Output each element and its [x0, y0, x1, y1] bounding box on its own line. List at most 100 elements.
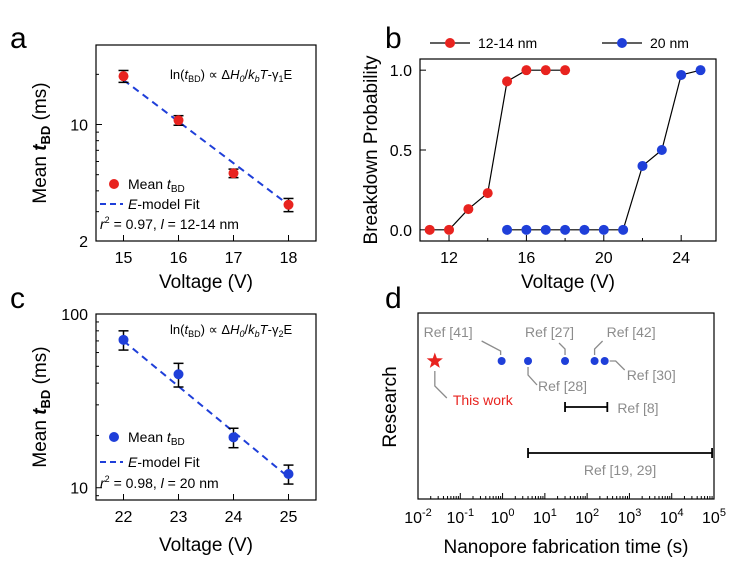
legend-label-fit: E-model Fit [128, 196, 200, 212]
data-point [173, 115, 184, 126]
legend-label-mean-tbd: Mean tBD [128, 176, 185, 195]
ref-label: Ref [30] [627, 367, 676, 383]
y-tick-label: 10 [70, 118, 88, 135]
series-point-1 [560, 224, 571, 235]
data-point [283, 468, 294, 479]
ref-label: Ref [28] [538, 378, 587, 394]
series-point-0 [521, 65, 532, 76]
panel-label-a: a [10, 22, 27, 55]
ref-leader [558, 342, 566, 355]
panel-d-ticks: 10-2 10-1 100 101 102 103 104 105 [404, 493, 726, 527]
series-point-1 [656, 145, 667, 155]
panel-c-xlabel: Voltage (V) [159, 535, 253, 556]
panel-c-equation: ln(tBD) ∝ ΔH0/kbT-γ2E [170, 322, 292, 339]
ref-leader [593, 340, 604, 355]
data-point [173, 369, 184, 380]
panel-d-chart: 10-2 10-1 100 101 102 103 104 105 This work Ref … [380, 312, 726, 558]
y-tick-label: 0.5 [390, 143, 412, 160]
panel-a-equation: ln(tBD) ∝ ΔH0/kbT-γ1E [170, 67, 292, 84]
panel-c-annotation: r2 = 0.98, l = 20 nm [100, 474, 219, 491]
panel-b-legend: 12-14 nm 20 nm [430, 35, 689, 51]
panel-c-frame [95, 313, 317, 501]
y-tick-label: 100 [61, 307, 88, 324]
data-point [118, 71, 129, 82]
panel-d-xlabel: Nanopore fabrication time (s) [444, 537, 689, 558]
series-point-1 [618, 224, 629, 235]
panel-a-ylabel: Mean tBD (ms) [30, 82, 53, 203]
ref-point [590, 357, 599, 365]
this-work-label: This work [453, 392, 514, 408]
legend-marker-12-14nm [445, 38, 455, 48]
legend-marker-mean-tbd [109, 179, 119, 189]
panel-b-chart: 12 16 20 24 0.0 0.5 1.0 Voltage (V) Breakdown … [361, 35, 717, 293]
x-tick-label: 103 [617, 507, 641, 527]
x-tick-label: 22 [115, 509, 133, 526]
series-point-0 [424, 224, 435, 235]
panel-a-chart: 15 16 17 18 2 10 Voltage (V) Mean tBD (ms) ln… [30, 44, 317, 293]
range-label: Ref [19, 29] [584, 462, 656, 478]
data-point [283, 199, 294, 210]
series-point-0 [502, 76, 513, 87]
ref-label: Ref [42] [607, 324, 656, 340]
legend-label-12-14nm: 12-14 nm [478, 35, 537, 51]
series-point-1 [521, 224, 532, 235]
legend-marker-mean-tbd-c [109, 432, 119, 442]
series-point-1 [598, 224, 609, 235]
series-line-0 [429, 69, 566, 231]
ref-label: Ref [27] [525, 324, 574, 340]
panel-c-legend: Mean tBD E-model Fit r2 = 0.98, l = 20 n… [100, 429, 219, 491]
series-point-1 [695, 65, 706, 76]
ref-point [524, 357, 533, 365]
x-tick-label: 15 [115, 250, 133, 267]
x-tick-label: 102 [575, 507, 599, 527]
ref-leader [527, 367, 538, 386]
data-point [228, 168, 239, 179]
panel-b-ylabel: Breakdown Probability [361, 55, 382, 245]
series-point-0 [482, 188, 493, 199]
legend-label-mean-tbd-c: Mean tBD [128, 429, 185, 448]
panel-a-legend: Mean tBD E-model Fit r2 = 0.97, l = 12-1… [100, 176, 239, 232]
legend-label-fit-c: E-model Fit [128, 454, 200, 470]
range-label: Ref [8] [617, 400, 658, 416]
y-tick-label: 0.0 [390, 223, 412, 240]
ref-point [600, 357, 609, 365]
series-point-1 [637, 160, 648, 171]
x-tick-label: 100 [491, 507, 515, 527]
panel-a-frame [95, 44, 317, 242]
fit-line [122, 79, 290, 206]
legend-marker-20nm [617, 38, 627, 48]
panel-a-fit-line [122, 79, 290, 206]
series-point-0 [560, 65, 571, 76]
panel-b-series [424, 65, 706, 235]
x-tick-label: 24 [672, 250, 690, 267]
panel-c-ticks: 22 23 24 25 10 100 [61, 307, 297, 526]
panel-b-ticks: 12 16 20 24 0.0 0.5 1.0 [390, 63, 690, 267]
x-tick-label: 10-1 [446, 507, 474, 527]
panel-b-xlabel: Voltage (V) [521, 272, 615, 293]
series-point-0 [540, 65, 551, 76]
series-point-1 [540, 224, 551, 235]
x-tick-label: 23 [170, 509, 188, 526]
x-tick-label: 12 [440, 250, 458, 267]
legend-label-20nm: 20 nm [650, 35, 689, 51]
x-tick-label: 104 [660, 507, 684, 527]
x-tick-label: 25 [280, 509, 298, 526]
panel-d-ylabel: Research [380, 366, 401, 447]
this-work-star [426, 352, 443, 368]
x-tick-label: 20 [595, 250, 613, 267]
series-point-1 [676, 69, 687, 80]
x-tick-label: 24 [225, 509, 243, 526]
ref-leader [481, 340, 502, 355]
y-tick-label: 1.0 [390, 63, 412, 80]
ref-label: Ref [41] [424, 324, 473, 340]
x-tick-label: 16 [170, 250, 188, 267]
data-point [228, 432, 239, 443]
x-tick-label: 10-2 [404, 507, 432, 527]
x-tick-label: 105 [702, 507, 726, 527]
panel-c-points [118, 330, 294, 485]
series-line-1 [507, 69, 701, 231]
panel-label-b: b [385, 22, 402, 55]
series-point-1 [579, 224, 590, 235]
y-tick-label: 2 [79, 234, 88, 251]
